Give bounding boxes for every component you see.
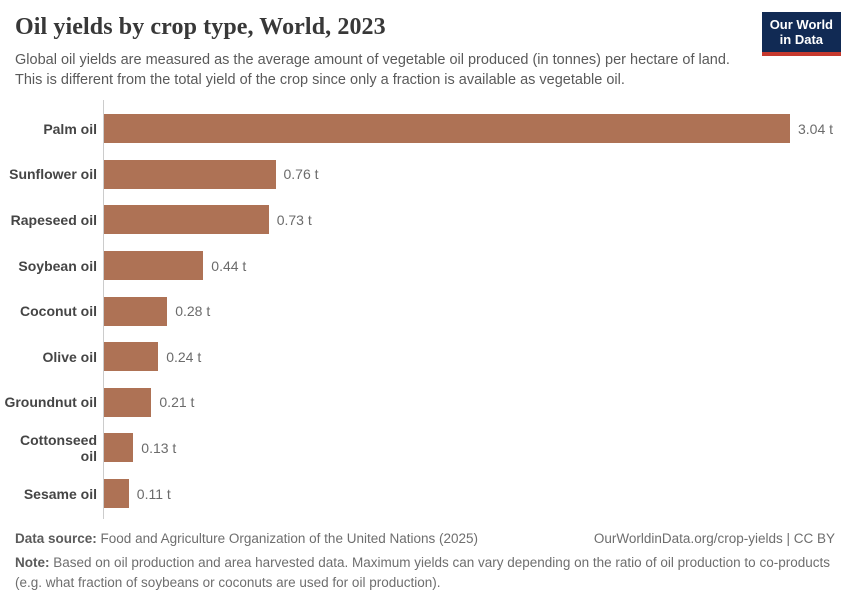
y-axis-line <box>103 100 104 519</box>
bar-row: Sesame oil 0.11 t <box>0 471 850 517</box>
bar-coconut-oil[interactable] <box>104 296 168 326</box>
bar-cottonseed-oil[interactable] <box>104 433 134 463</box>
value-label: 0.44 t <box>211 257 247 274</box>
bar-palm-oil[interactable] <box>104 114 790 144</box>
value-label: 0.24 t <box>166 348 202 365</box>
bar-track: 0.76 t <box>103 152 850 198</box>
bar-row: Palm oil 3.04 t <box>0 106 850 152</box>
bar-track: 0.13 t <box>103 425 850 471</box>
bar-track: 0.24 t <box>103 334 850 380</box>
bar-soybean-oil[interactable] <box>104 251 204 281</box>
category-label-sunflower-oil[interactable]: Sunflower oil <box>9 166 97 183</box>
bar-row: Soybean oil 0.44 t <box>0 243 850 289</box>
bar-row: Olive oil 0.24 t <box>0 334 850 380</box>
value-label: 0.11 t <box>136 485 171 502</box>
data-source: Data source: Food and Agriculture Organi… <box>15 531 478 546</box>
bar-track: 0.44 t <box>103 243 850 289</box>
subtitle-line-2: This is different from the total yield o… <box>15 72 625 88</box>
category-label-groundnut-oil[interactable]: Groundnut oil <box>4 394 97 411</box>
bar-chart: Palm oil 3.04 t Sunflower oil 0.76 t Rapesee… <box>0 100 850 520</box>
logo-line-1: Our World <box>769 17 833 32</box>
footer-note: Note: Based on oil production and area h… <box>15 553 835 592</box>
note-label: Note: <box>15 555 50 570</box>
owid-logo[interactable]: Our World in Data <box>761 12 841 56</box>
license-link[interactable]: OurWorldinData.org/crop-yields | CC BY <box>593 531 835 546</box>
bar-track: 3.04 t <box>103 106 850 152</box>
bar-row: Groundnut oil 0.21 t <box>0 380 850 426</box>
bar-track: 0.28 t <box>103 288 850 334</box>
chart-footer: Data source: Food and Agriculture Organi… <box>15 531 835 592</box>
chart-header: Oil yields by crop type, World, 2023 Glo… <box>0 0 850 90</box>
category-label-coconut-oil[interactable]: Coconut oil <box>20 303 97 320</box>
bar-track: 0.11 t <box>103 471 850 517</box>
value-label: 0.76 t <box>283 166 319 183</box>
data-source-text: Food and Agriculture Organization of the… <box>100 531 479 546</box>
value-label: 0.13 t <box>141 439 177 456</box>
bar-track: 0.73 t <box>103 197 850 243</box>
bar-row: Sunflower oil 0.76 t <box>0 152 850 198</box>
bar-rows-container: Palm oil 3.04 t Sunflower oil 0.76 t Rapesee… <box>0 106 850 516</box>
value-label: 0.73 t <box>276 211 312 228</box>
subtitle-line-1: Global oil yields are measured as the av… <box>15 52 730 68</box>
footer-source-row: Data source: Food and Agriculture Organi… <box>15 531 835 546</box>
bar-sunflower-oil[interactable] <box>104 159 276 189</box>
chart-subtitle: Global oil yields are measured as the av… <box>15 50 835 90</box>
data-source-label: Data source: <box>15 531 97 546</box>
bar-row: Coconut oil 0.28 t <box>0 288 850 334</box>
category-label-cottonseed-oil[interactable]: Cottonseed oil <box>20 431 97 464</box>
bar-olive-oil[interactable] <box>104 342 159 372</box>
value-label: 0.21 t <box>159 394 195 411</box>
category-label-rapeseed-oil[interactable]: Rapeseed oil <box>10 211 97 228</box>
bar-rapeseed-oil[interactable] <box>104 205 269 235</box>
logo-line-2: in Data <box>779 32 824 48</box>
value-label: 3.04 t <box>798 120 834 137</box>
category-label-olive-oil[interactable]: Olive oil <box>42 348 97 365</box>
bar-groundnut-oil[interactable] <box>104 387 152 417</box>
page-title: Oil yields by crop type, World, 2023 <box>15 14 386 40</box>
value-label: 0.28 t <box>175 303 211 320</box>
category-label-sesame-oil[interactable]: Sesame oil <box>23 485 97 502</box>
bar-row: Rapeseed oil 0.73 t <box>0 197 850 243</box>
note-text: Based on oil production and area harvest… <box>15 555 830 590</box>
category-label-soybean-oil[interactable]: Soybean oil <box>18 257 97 274</box>
bar-row: Cottonseed oil 0.13 t <box>0 425 850 471</box>
bar-sesame-oil[interactable] <box>104 479 129 509</box>
category-label-palm-oil[interactable]: Palm oil <box>43 120 97 137</box>
bar-track: 0.21 t <box>103 380 850 426</box>
